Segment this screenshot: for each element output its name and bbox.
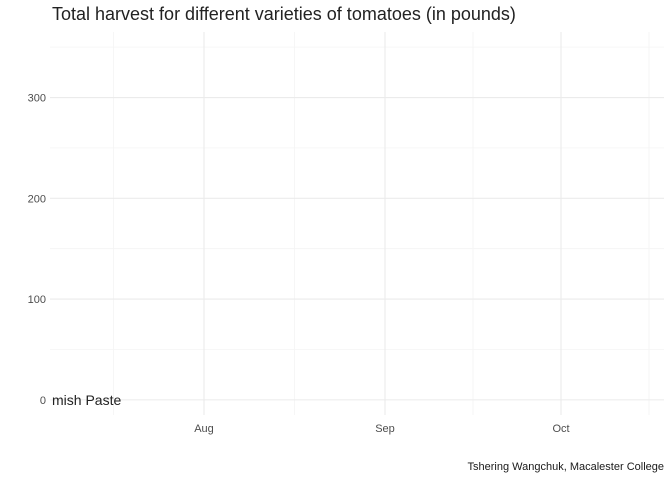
y-tick-label: 200 — [28, 193, 46, 205]
y-tick-label: 0 — [40, 395, 46, 407]
y-tick-label: 100 — [28, 294, 46, 306]
chart-title: Total harvest for different varieties of… — [52, 4, 516, 24]
series-label: mish Paste — [52, 392, 121, 408]
x-tick-label: Sep — [375, 423, 395, 435]
minor-gridlines — [50, 32, 664, 415]
major-gridlines — [50, 32, 664, 415]
y-tick-label: 300 — [28, 93, 46, 105]
y-axis-ticks: 0 100 200 300 — [28, 93, 46, 407]
x-tick-label: Oct — [552, 423, 569, 435]
x-axis-ticks: Aug Sep Oct — [194, 423, 569, 435]
x-tick-label: Aug — [194, 423, 214, 435]
chart-caption: Tshering Wangchuk, Macalester College — [468, 461, 664, 473]
series-labels: mish Paste — [52, 392, 121, 408]
